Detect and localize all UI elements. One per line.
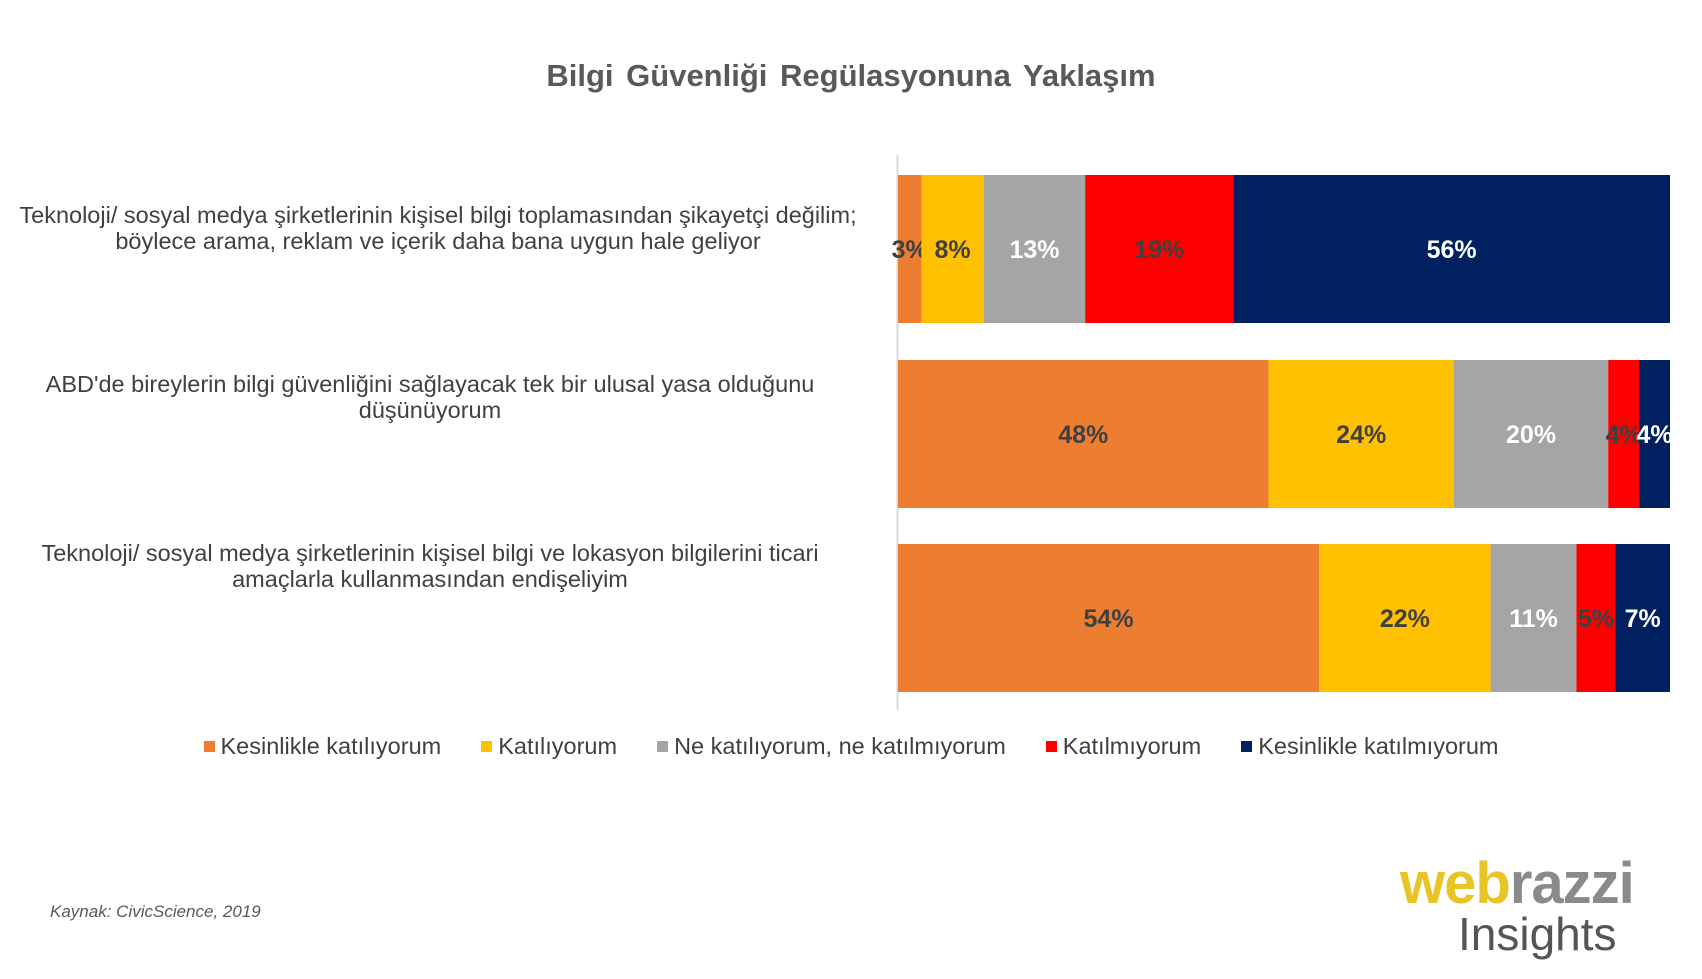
bar-segment bbox=[1608, 360, 1640, 508]
legend-item: Kesinlikle katılıyorum bbox=[203, 733, 442, 760]
bar-segment bbox=[1085, 175, 1234, 323]
legend-swatch bbox=[1045, 741, 1057, 752]
legend-label: Kesinlikle katılmıyorum bbox=[1258, 733, 1499, 759]
logo-razzi-text: razzi bbox=[1509, 851, 1635, 916]
bar-segment bbox=[898, 544, 1320, 692]
bar-segment bbox=[898, 175, 922, 323]
legend-label: Katılmıyorum bbox=[1062, 733, 1202, 759]
data-label: 20% bbox=[1506, 421, 1556, 449]
row-label-3: Teknoloji/ sosyal medya şirketlerinin ki… bbox=[41, 540, 819, 592]
legend-item: Katılmıyorum bbox=[1045, 733, 1202, 760]
data-label: 4% bbox=[1606, 421, 1642, 449]
bar-segment bbox=[921, 175, 984, 323]
logo-web-text: web bbox=[1400, 851, 1511, 916]
data-label: 5% bbox=[1578, 605, 1614, 633]
legend-label: Kesinlikle katılıyorum bbox=[220, 733, 442, 759]
data-label: 22% bbox=[1380, 605, 1430, 633]
legend-item: Katılıyorum bbox=[481, 733, 617, 760]
legend-swatch bbox=[481, 741, 493, 752]
legend-swatch bbox=[1241, 741, 1253, 752]
data-label: 4% bbox=[1636, 421, 1672, 449]
legend-label: Katılıyorum bbox=[498, 733, 618, 759]
data-label: 56% bbox=[1427, 236, 1477, 264]
data-label: 48% bbox=[1058, 421, 1108, 449]
data-label: 24% bbox=[1336, 421, 1386, 449]
legend-swatch bbox=[203, 741, 215, 752]
data-label: 11% bbox=[1509, 605, 1558, 633]
chart-title: Bilgi Güvenliği Regülasyonuna Yaklaşım bbox=[546, 58, 1156, 93]
data-label: 19% bbox=[1134, 236, 1184, 264]
legend-item: Kesinlikle katılmıyorum bbox=[1241, 733, 1499, 760]
bar-segment bbox=[898, 360, 1269, 508]
bar-segment bbox=[1576, 544, 1616, 692]
source-note: Kaynak: CivicScience, 2019 bbox=[50, 902, 261, 921]
bar-segment bbox=[1615, 544, 1670, 692]
bar-segment bbox=[983, 175, 1086, 323]
bar-segment bbox=[1268, 360, 1454, 508]
bar-segment bbox=[1490, 544, 1577, 692]
row-label-2: ABD'de bireylerin bilgi güvenliğini sağl… bbox=[45, 371, 815, 423]
webrazzi-insights-logo: webrazzi Insights bbox=[1400, 855, 1635, 960]
bar-segment bbox=[1319, 544, 1491, 692]
legend: Kesinlikle katılıyorum Katılıyorum Ne katı… bbox=[0, 733, 1702, 760]
bar-segment bbox=[1639, 360, 1670, 508]
legend-label: Ne katılıyorum, ne katılmıyorum bbox=[674, 733, 1006, 759]
legend-item: Ne katılıyorum, ne katılmıyorum bbox=[657, 733, 1006, 760]
bar-segment bbox=[1453, 360, 1609, 508]
data-label: 8% bbox=[935, 236, 971, 264]
data-label: 54% bbox=[1084, 605, 1134, 633]
legend-swatch bbox=[657, 741, 669, 752]
bar-segment bbox=[1233, 175, 1670, 323]
data-label: 13% bbox=[1009, 236, 1059, 264]
row-label-1: Teknoloji/ sosyal medya şirketlerinin ki… bbox=[19, 202, 857, 254]
data-label: 7% bbox=[1625, 605, 1661, 633]
logo-insights-text: Insights bbox=[1458, 908, 1617, 960]
